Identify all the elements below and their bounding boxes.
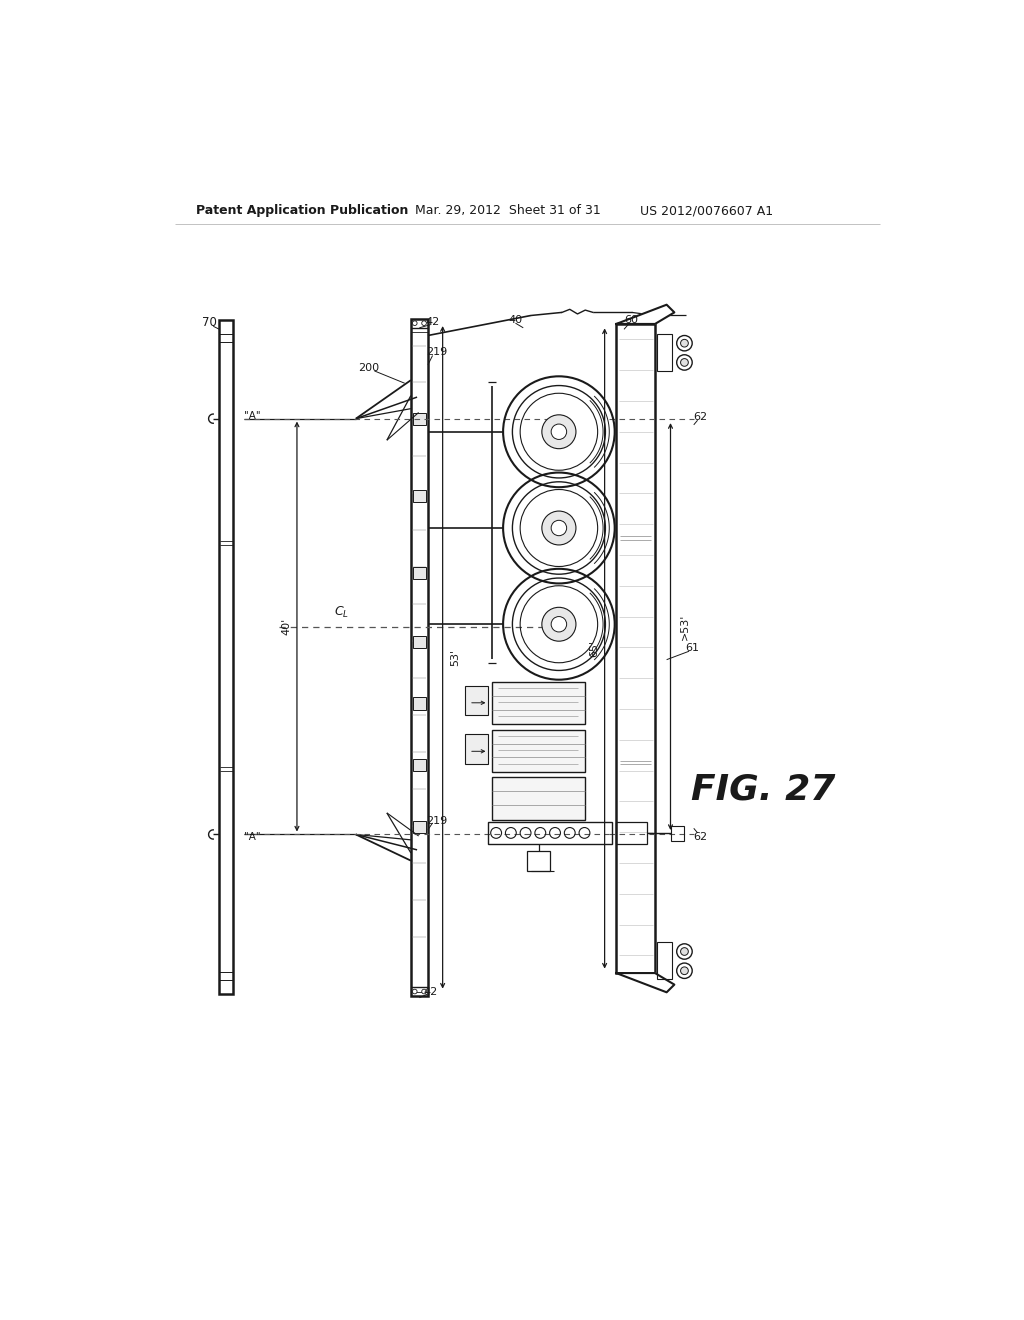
- Polygon shape: [616, 305, 675, 323]
- Bar: [465, 686, 488, 715]
- Circle shape: [551, 424, 566, 440]
- Text: Mar. 29, 2012  Sheet 31 of 31: Mar. 29, 2012 Sheet 31 of 31: [415, 205, 600, 218]
- Text: FIG. 27: FIG. 27: [691, 772, 836, 807]
- Text: $C_L$: $C_L$: [334, 605, 348, 620]
- Bar: [414, 759, 426, 771]
- Bar: [411, 318, 428, 997]
- Bar: [671, 826, 684, 841]
- Text: "A": "A": [244, 412, 260, 421]
- Circle shape: [551, 616, 566, 632]
- Circle shape: [542, 511, 575, 545]
- Text: >53': >53': [680, 614, 689, 640]
- Text: 53': 53': [451, 649, 460, 665]
- Circle shape: [422, 321, 426, 326]
- Bar: [414, 697, 426, 710]
- Text: 61: 61: [685, 643, 699, 653]
- Circle shape: [413, 321, 417, 326]
- Text: 42: 42: [423, 986, 437, 997]
- Text: "A": "A": [244, 832, 260, 842]
- Text: 40: 40: [509, 315, 522, 325]
- Bar: [493, 682, 586, 725]
- Circle shape: [681, 339, 688, 347]
- Bar: [493, 730, 586, 772]
- Bar: [656, 942, 672, 979]
- Bar: [414, 636, 426, 648]
- Text: 42: 42: [425, 317, 439, 326]
- Text: 219: 219: [426, 347, 447, 358]
- Bar: [414, 566, 426, 579]
- Bar: [656, 334, 672, 371]
- Text: US 2012/0076607 A1: US 2012/0076607 A1: [640, 205, 773, 218]
- Bar: [527, 851, 550, 871]
- Bar: [488, 822, 612, 843]
- Text: 219: 219: [426, 816, 447, 825]
- Circle shape: [681, 948, 688, 956]
- Bar: [616, 822, 647, 843]
- Circle shape: [551, 520, 566, 536]
- Bar: [616, 323, 655, 973]
- Text: 65': 65': [589, 640, 599, 656]
- Text: 62: 62: [693, 412, 707, 422]
- Bar: [414, 821, 426, 833]
- Text: 60: 60: [624, 315, 638, 325]
- Text: 62: 62: [693, 832, 707, 842]
- Bar: [414, 490, 426, 502]
- Circle shape: [422, 989, 426, 994]
- Bar: [493, 777, 586, 820]
- Circle shape: [681, 966, 688, 974]
- Text: 70: 70: [202, 315, 217, 329]
- Bar: [465, 734, 488, 763]
- Circle shape: [413, 989, 417, 994]
- Text: Patent Application Publication: Patent Application Publication: [197, 205, 409, 218]
- Bar: [219, 321, 233, 994]
- Bar: [414, 413, 426, 425]
- Circle shape: [681, 359, 688, 367]
- Text: 200: 200: [357, 363, 379, 372]
- Polygon shape: [616, 973, 675, 993]
- Text: 40': 40': [282, 618, 291, 635]
- Circle shape: [542, 607, 575, 642]
- Circle shape: [542, 414, 575, 449]
